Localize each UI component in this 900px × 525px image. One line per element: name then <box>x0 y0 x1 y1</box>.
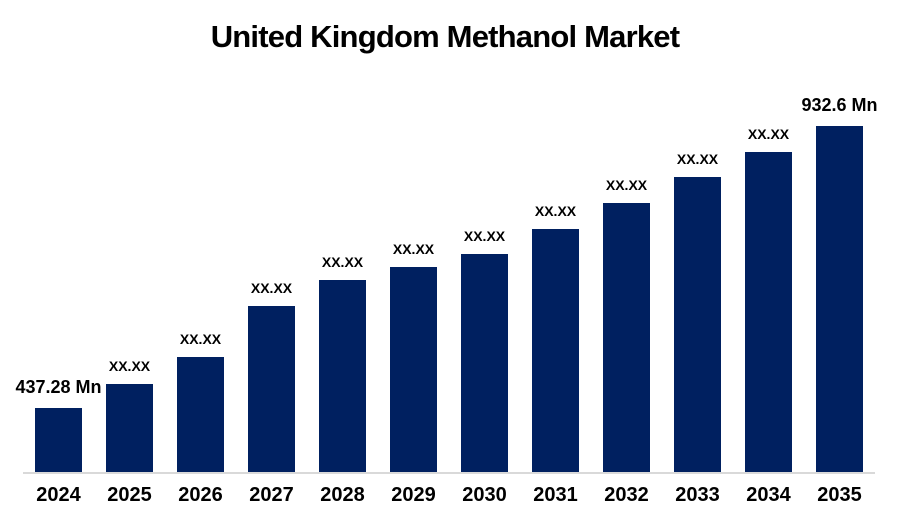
x-tick-label: 2025 <box>107 484 152 506</box>
bar <box>248 306 295 472</box>
bar-value-label: XX.XX <box>534 203 577 219</box>
x-tick-label: 2035 <box>817 484 862 506</box>
bar <box>390 267 437 472</box>
bar-group: XX.XX <box>745 112 792 472</box>
x-tick-label: 2033 <box>675 484 720 506</box>
bar-value-label: XX.XX <box>392 241 435 257</box>
x-axis-line <box>23 472 875 474</box>
x-axis-labels: 2024 2025 2026 2027 2028 2029 2030 2031 2032 2033… <box>23 484 875 507</box>
x-tick-label: 2031 <box>533 484 578 506</box>
bar-group: XX.XX <box>674 112 721 472</box>
bar <box>35 408 82 472</box>
x-tick-label: 2024 <box>36 484 81 506</box>
bars: 437.28 Mn XX.XX XX.XX XX.XX XX.XX XX.XX XX.XX X… <box>15 95 878 472</box>
bar <box>745 152 792 472</box>
bar-value-label: XX.XX <box>250 280 293 296</box>
bar-group: XX.XX <box>177 112 224 472</box>
bar-value-label: 932.6 Mn <box>801 95 878 115</box>
bar-group: XX.XX <box>532 112 579 472</box>
bar <box>603 203 650 472</box>
x-tick-label: 2026 <box>178 484 223 506</box>
x-tick-label: 2030 <box>462 484 507 506</box>
chart-title: United Kingdom Methanol Market <box>210 19 680 54</box>
bar-value-label: XX.XX <box>463 228 506 244</box>
x-tick-label: 2032 <box>604 484 649 506</box>
x-tick-label: 2029 <box>391 484 436 506</box>
bar-group: 932.6 Mn <box>801 95 878 472</box>
bar <box>816 126 863 472</box>
bar <box>674 177 721 472</box>
bar <box>319 280 366 472</box>
bar-group: XX.XX <box>603 112 650 472</box>
x-tick-label: 2027 <box>249 484 294 506</box>
bar-group: 437.28 Mn <box>15 112 102 472</box>
x-tick-label: 2034 <box>746 484 791 506</box>
bar <box>461 254 508 472</box>
bar-value-label: XX.XX <box>605 177 648 193</box>
bar-group: XX.XX <box>248 112 295 472</box>
bar-group: XX.XX <box>319 112 366 472</box>
x-tick-label: 2028 <box>320 484 365 506</box>
bar-value-label: XX.XX <box>321 254 364 270</box>
bar-value-label: XX.XX <box>108 358 151 374</box>
bar-value-label: XX.XX <box>676 151 719 167</box>
bar <box>177 357 224 472</box>
bar-value-label: XX.XX <box>179 331 222 347</box>
bar-value-label: 437.28 Mn <box>15 377 102 397</box>
bar-group: XX.XX <box>390 112 437 472</box>
bar-group: XX.XX <box>106 112 153 472</box>
bar-group: XX.XX <box>461 112 508 472</box>
bar-value-label: XX.XX <box>747 126 790 142</box>
bar <box>106 384 153 472</box>
bar <box>532 229 579 472</box>
